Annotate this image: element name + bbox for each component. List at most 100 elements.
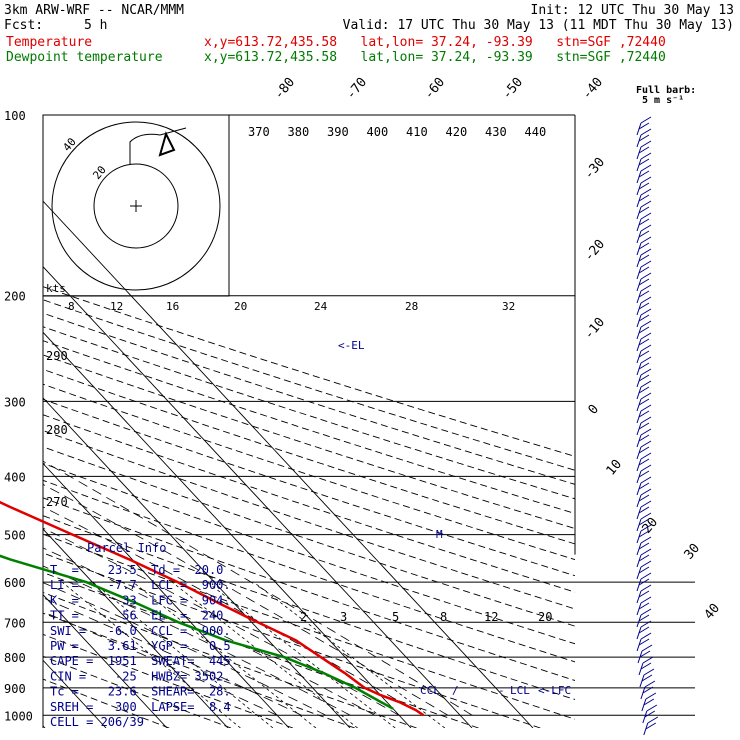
wind-barb-flag	[638, 638, 650, 646]
isotherm-label: 30	[682, 541, 704, 563]
isotherm-label: 40	[702, 601, 724, 623]
mixing-ratio-lines	[61, 581, 446, 728]
isotherm-label: -40	[580, 75, 607, 103]
dry-adiabat	[43, 612, 355, 728]
wind-barb-flag	[640, 116, 652, 124]
wind-barb-flag	[640, 560, 652, 568]
wind-barb-flag	[641, 674, 653, 682]
wind-barb-flag	[640, 632, 652, 640]
wind-barb-flag	[638, 374, 650, 382]
speed-label: 32	[502, 300, 515, 313]
dry-adiabat	[43, 462, 575, 645]
hodograph-frame	[42, 114, 230, 297]
pressure-label: 200	[4, 290, 26, 304]
moist-adiabat	[43, 597, 302, 716]
wind-barb-flag	[640, 344, 652, 352]
speed-label: 20	[234, 300, 247, 313]
wind-barb-flag	[641, 644, 653, 652]
wind-barb-flag	[638, 254, 650, 262]
pressure-label: 1000	[4, 709, 33, 723]
theta-label: 380	[288, 125, 310, 139]
moist-adiabat	[43, 565, 351, 716]
wind-barb-flag	[647, 716, 659, 724]
wind-barb-flag	[638, 326, 650, 334]
wind-barb-flag	[638, 434, 650, 442]
wind-barb-flag	[640, 596, 652, 604]
full-barb-label: Full barb:	[636, 85, 696, 96]
wind-barb-flag	[640, 356, 652, 364]
legend-temperature-name: Temperature	[6, 35, 93, 50]
wind-barb-flag	[638, 230, 650, 238]
mixing-ratio-line	[253, 581, 446, 728]
wind-barb-flag	[638, 482, 650, 490]
mixing-ratio-label: 8	[440, 610, 447, 624]
isotherm-10	[43, 397, 351, 728]
wind-barb-flag	[640, 440, 652, 448]
parcel-info-row: Tc = 23.6 SHEAR= 28.	[50, 685, 231, 699]
mixing-ratio-label: 5	[392, 610, 399, 624]
wind-barb-flag	[638, 398, 650, 406]
wind-barb-flag	[638, 590, 650, 598]
wind-barb-flag	[638, 146, 650, 154]
wind-barb-flag	[640, 248, 652, 256]
speed-label: 28	[405, 300, 418, 313]
parcel-info-row: PW = 3.61 YGP = 0.5	[50, 639, 231, 653]
theta-label: 420	[446, 125, 468, 139]
wind-barb-flag	[638, 446, 650, 454]
wind-barb-flag	[638, 410, 650, 418]
wind-barb-flag	[640, 272, 652, 280]
wind-barb-flag	[640, 176, 652, 184]
legend-temperature-info: x,y=613.72,435.58 lat,lon= 37.24, -93.39…	[204, 35, 666, 50]
wind-barb-flag	[638, 206, 650, 214]
pressure-label: 300	[4, 395, 26, 409]
wind-barb-flag	[640, 452, 652, 460]
wind-barb-flag	[638, 266, 650, 274]
el-marker: <-EL	[338, 339, 365, 352]
wind-barb-flag	[638, 314, 650, 322]
wind-barb-flag	[640, 524, 652, 532]
wind-barb-flag	[640, 308, 652, 316]
hodograph-ring-label-20: 20	[90, 163, 108, 182]
wind-barb-flag	[645, 722, 657, 730]
wind-barb-flag	[638, 170, 650, 178]
parcel-info-row: CAPE = 1951 SWEAT= 445	[50, 654, 231, 668]
pressure-label: 400	[4, 470, 26, 484]
parcel-info-row: CELL = 206/39	[50, 715, 144, 729]
pressure-label: 500	[4, 529, 26, 543]
theta-label: 270	[46, 495, 68, 509]
hodograph: 40 20	[42, 114, 230, 297]
forecast-hour: 5 h	[84, 18, 108, 33]
dry-adiabat	[43, 414, 575, 593]
wind-barb-flag	[640, 620, 652, 628]
mixing-ratio-label: 12	[484, 610, 498, 624]
pressure-label: 600	[4, 576, 26, 590]
wind-barb-flag	[640, 200, 652, 208]
wind-barb-flag	[643, 698, 655, 706]
wind-marker-m: M	[436, 528, 443, 541]
wind-barb-flag	[638, 134, 650, 142]
theta-label: 440	[525, 125, 547, 139]
theta-label: 280	[46, 423, 68, 437]
wind-barb-flag	[640, 188, 652, 196]
wind-barb-flag	[643, 668, 655, 676]
parcel-info-title: Parcel Info	[87, 541, 166, 555]
dry-adiabat	[43, 286, 575, 457]
isotherm-label: -70	[344, 75, 371, 103]
dry-adiabat	[43, 633, 294, 728]
isotherm-0	[43, 462, 290, 728]
dry-adiabat	[43, 552, 541, 728]
isotherm--40	[43, 725, 46, 728]
isotherm-label: -20	[582, 237, 609, 265]
wind-barb-flag	[646, 704, 658, 712]
wind-barbs-column	[636, 116, 659, 736]
hodograph-outer-ring	[51, 121, 221, 291]
wind-barb-flag	[640, 236, 652, 244]
wind-barb-flag	[640, 380, 652, 388]
mixing-ratio-line	[132, 581, 317, 728]
wind-barb-flag	[638, 578, 650, 586]
valid-time: Valid: 17 UTC Thu 30 May 13 (11 MDT Thu …	[342, 18, 734, 33]
init-time: Init: 12 UTC Thu 30 May 13	[530, 3, 735, 18]
wind-barb-flag	[640, 152, 652, 160]
wind-barb-flag	[640, 512, 652, 520]
theta-labels: 370 380 390 400 410 420 430 440 290 280 270	[46, 125, 546, 509]
